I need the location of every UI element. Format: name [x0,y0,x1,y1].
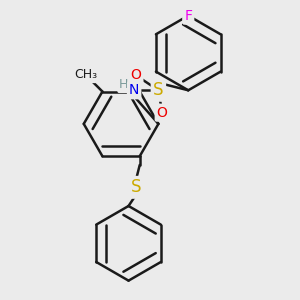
Text: S: S [153,81,164,99]
Text: O: O [157,106,168,120]
Text: F: F [184,9,192,22]
Text: N: N [129,83,139,97]
Text: H: H [119,78,129,91]
Text: CH₃: CH₃ [74,68,97,81]
Text: O: O [130,68,141,82]
Text: S: S [131,178,141,196]
